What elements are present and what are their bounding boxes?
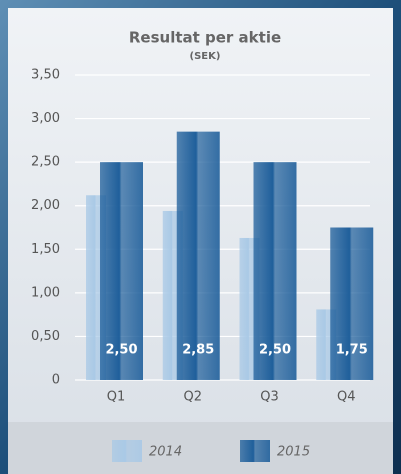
y-tick-label: 0,50 [31,329,60,344]
x-tick-label: Q3 [260,390,279,405]
chart-title: Resultat per aktie [129,29,281,47]
value-label: 2,50 [259,343,291,358]
value-label: 1,75 [336,343,368,358]
x-tick-label: Q4 [337,390,356,405]
legend-swatch [240,440,270,462]
chart-subtitle: (SEK) [190,51,221,62]
bar [253,162,297,380]
value-label: 2,50 [105,343,137,358]
y-tick-label: 2,50 [31,155,60,170]
x-tick-label: Q1 [107,390,126,405]
bar [176,131,220,380]
y-tick-label: 1,00 [31,285,60,300]
legend-band [8,422,393,474]
y-tick-label: 3,00 [31,111,60,126]
legend-swatch [112,440,142,462]
legend-label: 2015 [277,445,310,460]
x-tick-label: Q2 [183,390,202,405]
y-tick-label: 2,00 [31,198,60,213]
bar [330,227,374,380]
y-tick-label: 1,50 [31,242,60,257]
bar [100,162,143,380]
y-tick-label: 0 [52,373,60,388]
legend-label: 2014 [149,445,182,460]
y-tick-label: 3,50 [31,68,60,83]
value-label: 2,85 [182,343,214,358]
